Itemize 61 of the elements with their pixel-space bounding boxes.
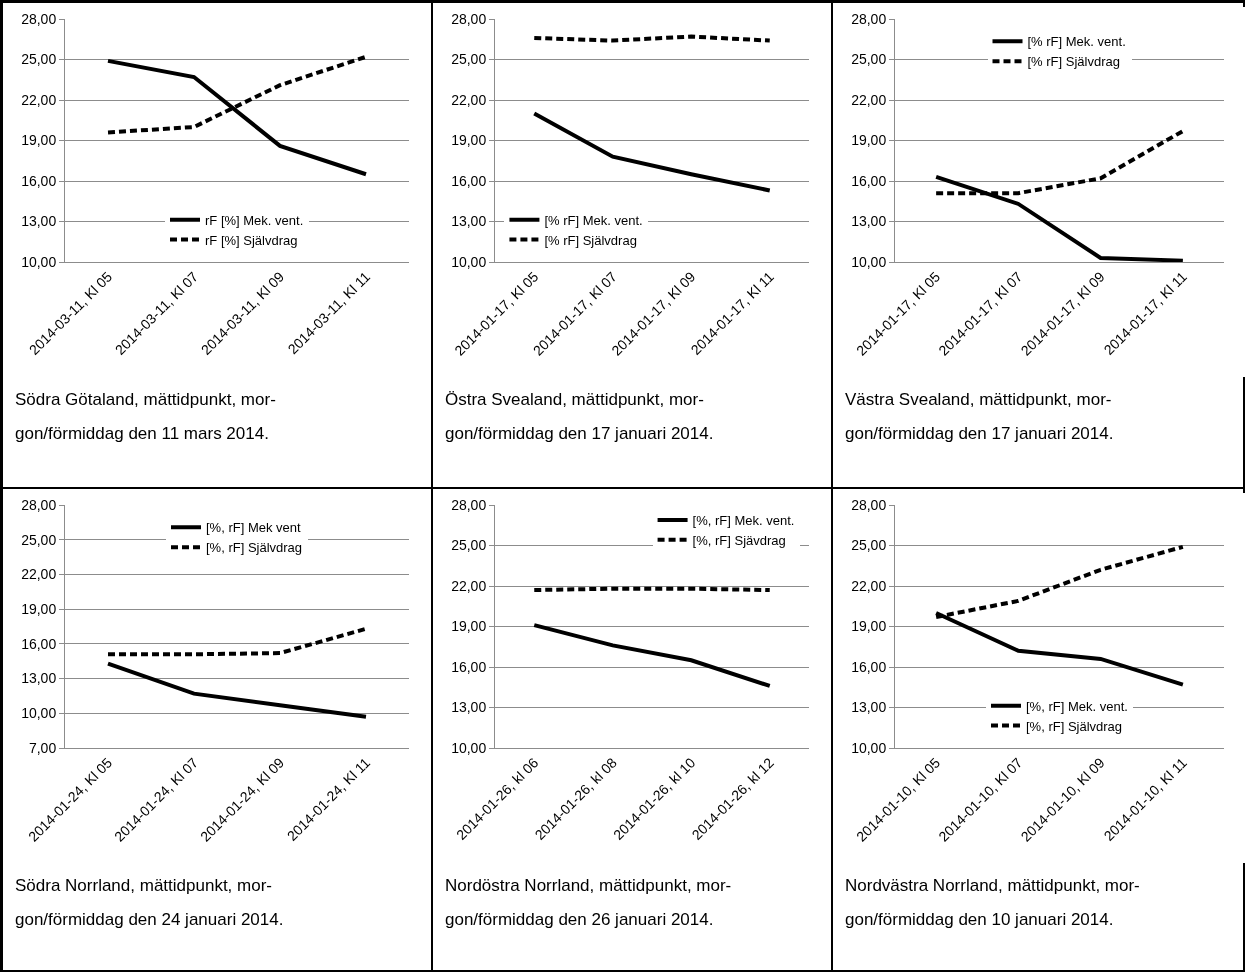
y-tick-label: 19,00: [21, 601, 57, 618]
y-tick-label: 28,00: [21, 496, 57, 513]
y-tick-label: 28,00: [451, 496, 487, 513]
y-tick-label: 13,00: [21, 670, 57, 687]
legend-label: [% rF] Självdrag: [1027, 54, 1120, 70]
y-tick-label: 19,00: [851, 132, 887, 149]
y-tick-label: 13,00: [851, 699, 887, 716]
y-tick-label: 10,00: [21, 705, 57, 722]
y-tick-label: 22,00: [451, 91, 487, 108]
legend-label: [%, rF] Mek. vent.: [692, 513, 795, 529]
y-tick-label: 16,00: [21, 635, 57, 652]
y-tick-label: 28,00: [21, 10, 57, 27]
legend-label: [%, rF] Självdrag: [1026, 718, 1123, 734]
y-tick-label: 10,00: [21, 253, 57, 270]
y-tick-label: 19,00: [21, 132, 57, 149]
y-tick-label: 25,00: [851, 51, 887, 68]
y-tick-label: 22,00: [851, 91, 887, 108]
y-tick-label: 22,00: [451, 577, 487, 594]
legend-label: [% rF] Självdrag: [544, 232, 637, 248]
y-tick-label: 16,00: [851, 172, 887, 189]
y-tick-label: 10,00: [451, 253, 487, 270]
y-tick-label: 10,00: [451, 739, 487, 756]
legend-label: [%, rF] Mek vent: [206, 520, 302, 536]
legend-label: [%, rF] Mek. vent.: [1026, 698, 1128, 714]
legend-label: rF [%] Självdrag: [205, 232, 298, 248]
y-tick-label: 16,00: [21, 172, 57, 189]
text: Nordvästra Norrland, mättidpunkt, mor-gon/förmiddag den 10 januari 2014.: [845, 875, 1141, 931]
y-tick-label: 25,00: [851, 537, 887, 554]
y-tick-label: 25,00: [21, 531, 57, 548]
y-tick-label: 16,00: [851, 658, 887, 675]
y-tick-label: 28,00: [851, 10, 887, 27]
legend-label: [%, rF] Sjävdrag: [692, 532, 786, 548]
legend-label: [% rF] Mek. vent.: [1027, 34, 1126, 50]
legend-label: [%, rF] Självdrag: [206, 540, 303, 556]
y-tick-label: 16,00: [451, 658, 487, 675]
y-tick-label: 13,00: [451, 699, 487, 716]
y-tick-label: 28,00: [851, 496, 887, 513]
y-tick-label: 25,00: [451, 51, 487, 68]
y-tick-label: 7,00: [28, 739, 57, 756]
y-tick-label: 22,00: [21, 91, 57, 108]
y-tick-label: 19,00: [451, 618, 487, 635]
y-tick-label: 10,00: [851, 739, 887, 756]
legend-label: [% rF] Mek. vent.: [544, 212, 643, 228]
legend-label: rF [%] Mek. vent.: [205, 212, 304, 228]
text: Västra Svealand, mättidpunkt, mor-gon/förmiddag den 17 januari 2014.: [845, 389, 1115, 445]
y-tick-label: 13,00: [851, 213, 887, 230]
y-tick-label: 13,00: [21, 213, 57, 230]
text: Södra Norrland, mättidpunkt, mor-gon/förmiddag den 24 januari 2014.: [15, 875, 285, 931]
y-tick-label: 22,00: [21, 566, 57, 583]
y-tick-label: 25,00: [451, 537, 487, 554]
y-tick-label: 25,00: [21, 51, 57, 68]
text: Nordöstra Norrland, mättidpunkt, mor-gon/förmiddag den 26 januari 2014.: [445, 875, 733, 931]
y-tick-label: 10,00: [851, 253, 887, 270]
y-tick-label: 19,00: [451, 132, 487, 149]
text: Östra Svealand, mättidpunkt, mor-gon/förmiddag den 17 januari 2014.: [445, 389, 715, 445]
y-tick-label: 16,00: [451, 172, 487, 189]
y-tick-label: 19,00: [851, 618, 887, 635]
text: Södra Götaland, mättidpunkt, mor-gon/förmiddag den 11 mars 2014.: [15, 389, 277, 445]
y-tick-label: 13,00: [451, 213, 487, 230]
y-tick-label: 22,00: [851, 577, 887, 594]
y-tick-label: 28,00: [451, 10, 487, 27]
